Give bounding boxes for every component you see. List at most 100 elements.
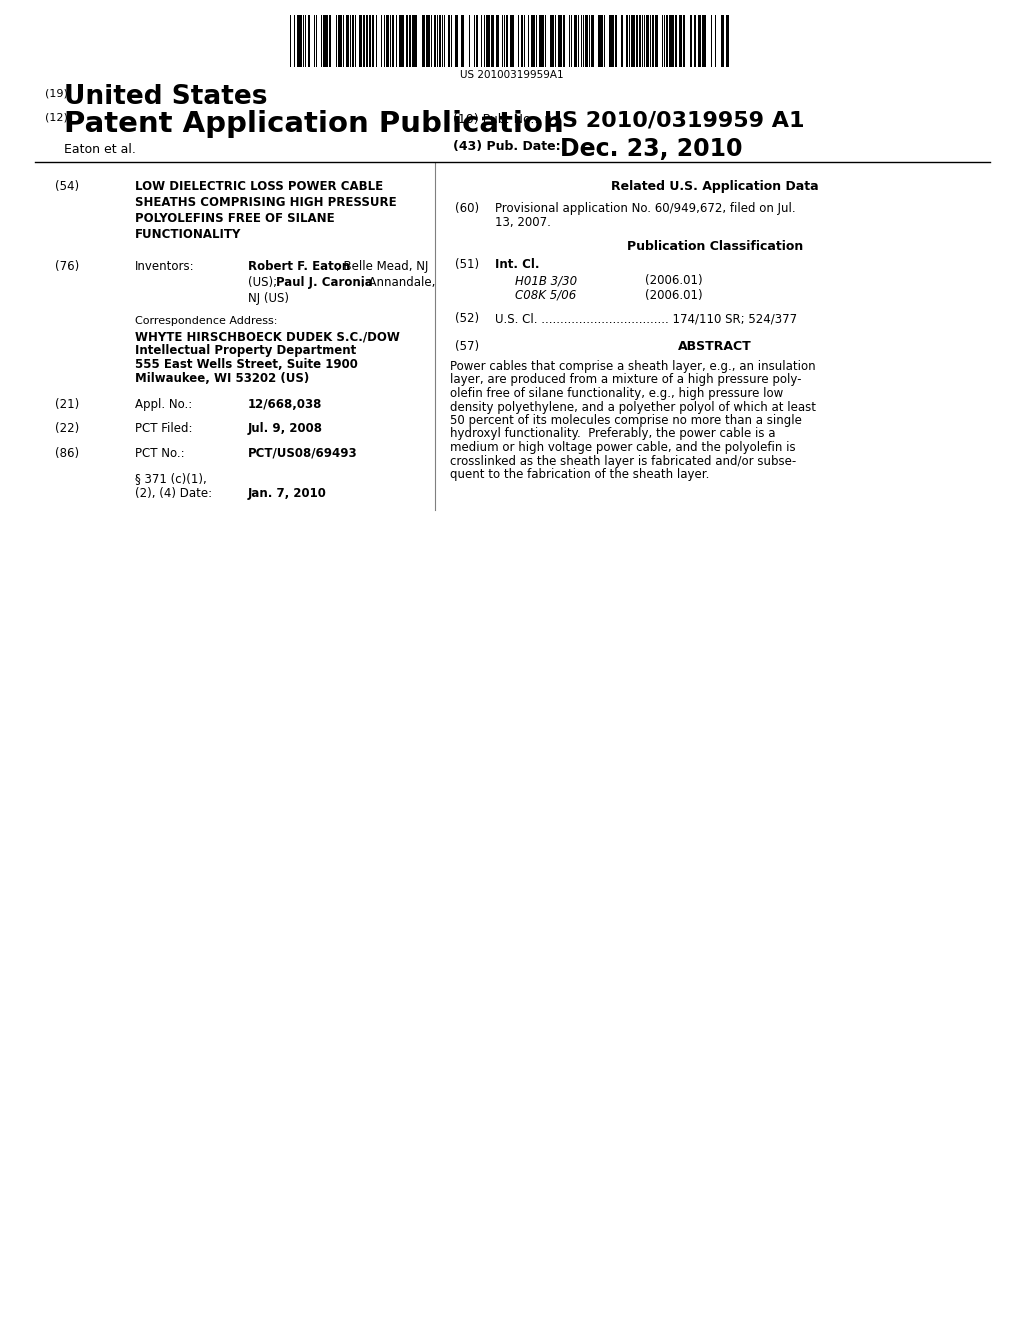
Text: (60): (60)	[455, 202, 479, 215]
Text: (43) Pub. Date:: (43) Pub. Date:	[453, 140, 560, 153]
Bar	[621, 15, 623, 67]
Text: PCT Filed:: PCT Filed:	[135, 422, 193, 436]
Bar	[550, 15, 554, 67]
Bar	[455, 15, 458, 67]
Bar	[629, 15, 630, 67]
Bar	[373, 15, 374, 67]
Bar	[441, 15, 443, 67]
Bar	[452, 15, 453, 67]
Bar	[646, 15, 649, 67]
Text: Dec. 23, 2010: Dec. 23, 2010	[560, 137, 742, 161]
Bar	[367, 15, 368, 67]
Bar	[555, 15, 556, 67]
Bar	[362, 15, 366, 67]
Text: Intellectual Property Department: Intellectual Property Department	[135, 345, 356, 356]
Bar	[579, 15, 580, 67]
Text: (2006.01): (2006.01)	[645, 289, 702, 302]
Text: (10) Pub. No.:: (10) Pub. No.:	[453, 114, 539, 125]
Text: Patent Application Publication: Patent Application Publication	[63, 110, 564, 139]
Text: SHEATHS COMPRISING HIGH PRESSURE: SHEATHS COMPRISING HIGH PRESSURE	[135, 195, 396, 209]
Text: Int. Cl.: Int. Cl.	[495, 257, 540, 271]
Bar	[480, 15, 481, 67]
Text: Paul J. Caronia: Paul J. Caronia	[276, 276, 373, 289]
Bar	[392, 15, 393, 67]
Text: layer, are produced from a mixture of a high pressure poly-: layer, are produced from a mixture of a …	[450, 374, 802, 387]
Bar	[484, 15, 485, 67]
Text: Milwaukee, WI 53202 (US): Milwaukee, WI 53202 (US)	[135, 372, 309, 385]
Text: Jul. 9, 2008: Jul. 9, 2008	[248, 422, 323, 436]
Text: (86): (86)	[55, 447, 79, 459]
Bar	[546, 15, 547, 67]
Bar	[642, 15, 643, 67]
Bar	[369, 15, 371, 67]
Bar	[323, 15, 328, 67]
Text: (US);: (US);	[248, 276, 281, 289]
Text: Jan. 7, 2010: Jan. 7, 2010	[248, 487, 327, 500]
Text: , Belle Mead, NJ: , Belle Mead, NJ	[336, 260, 428, 273]
Bar	[476, 15, 478, 67]
Bar	[639, 15, 641, 67]
Bar	[294, 15, 295, 67]
Bar	[524, 15, 525, 67]
Bar	[376, 15, 377, 67]
Bar	[313, 15, 314, 67]
Bar	[698, 15, 700, 67]
Bar	[609, 15, 613, 67]
Bar	[504, 15, 505, 67]
Text: U.S. Cl. .................................. 174/110 SR; 524/377: U.S. Cl. ...............................…	[495, 312, 797, 325]
Bar	[354, 15, 356, 67]
Bar	[409, 15, 412, 67]
Bar	[558, 15, 562, 67]
Bar	[540, 15, 544, 67]
Text: hydroxyl functionality.  Preferably, the power cable is a: hydroxyl functionality. Preferably, the …	[450, 428, 775, 441]
Bar	[413, 15, 417, 67]
Bar	[652, 15, 653, 67]
Bar	[381, 15, 382, 67]
Bar	[591, 15, 594, 67]
Bar	[439, 15, 440, 67]
Text: Publication Classification: Publication Classification	[627, 240, 803, 253]
Text: 555 East Wells Street, Suite 1900: 555 East Wells Street, Suite 1900	[135, 358, 357, 371]
Text: density polyethylene, and a polyether polyol of which at least: density polyethylene, and a polyether po…	[450, 400, 816, 413]
Bar	[297, 15, 302, 67]
Bar	[510, 15, 513, 67]
Bar	[683, 15, 685, 67]
Text: olefin free of silane functionality, e.g., high pressure low: olefin free of silane functionality, e.g…	[450, 387, 783, 400]
Bar	[583, 15, 584, 67]
Bar	[644, 15, 645, 67]
Bar	[536, 15, 537, 67]
Bar	[473, 15, 475, 67]
Bar	[568, 15, 570, 67]
Text: quent to the fabrication of the sheath layer.: quent to the fabrication of the sheath l…	[450, 469, 710, 480]
Text: NJ (US): NJ (US)	[248, 292, 289, 305]
Bar	[336, 15, 337, 67]
Bar	[531, 15, 535, 67]
Bar	[492, 15, 494, 67]
Text: 50 percent of its molecules comprise no more than a single: 50 percent of its molecules comprise no …	[450, 414, 802, 426]
Bar	[712, 15, 713, 67]
Text: (51): (51)	[455, 257, 479, 271]
Bar	[307, 15, 310, 67]
Bar	[586, 15, 588, 67]
Text: medium or high voltage power cable, and the polyolefin is: medium or high voltage power cable, and …	[450, 441, 796, 454]
Text: Robert F. Eaton: Robert F. Eaton	[248, 260, 350, 273]
Bar	[386, 15, 389, 67]
Text: US 20100319959A1: US 20100319959A1	[460, 70, 564, 81]
Text: (2006.01): (2006.01)	[645, 275, 702, 286]
Text: POLYOLEFINS FREE OF SILANE: POLYOLEFINS FREE OF SILANE	[135, 213, 335, 224]
Text: Related U.S. Application Data: Related U.S. Application Data	[611, 180, 819, 193]
Bar	[654, 15, 658, 67]
Text: C08K 5/06: C08K 5/06	[515, 289, 577, 302]
Bar	[690, 15, 692, 67]
Text: LOW DIELECTRIC LOSS POWER CABLE: LOW DIELECTRIC LOSS POWER CABLE	[135, 180, 383, 193]
Text: ABSTRACT: ABSTRACT	[678, 341, 752, 352]
Text: 13, 2007.: 13, 2007.	[495, 216, 551, 228]
Bar	[604, 15, 605, 67]
Bar	[662, 15, 663, 67]
Text: 12/668,038: 12/668,038	[248, 399, 323, 411]
Bar	[667, 15, 668, 67]
Bar	[520, 15, 523, 67]
Text: Provisional application No. 60/949,672, filed on Jul.: Provisional application No. 60/949,672, …	[495, 202, 796, 215]
Bar	[496, 15, 500, 67]
Bar	[502, 15, 503, 67]
